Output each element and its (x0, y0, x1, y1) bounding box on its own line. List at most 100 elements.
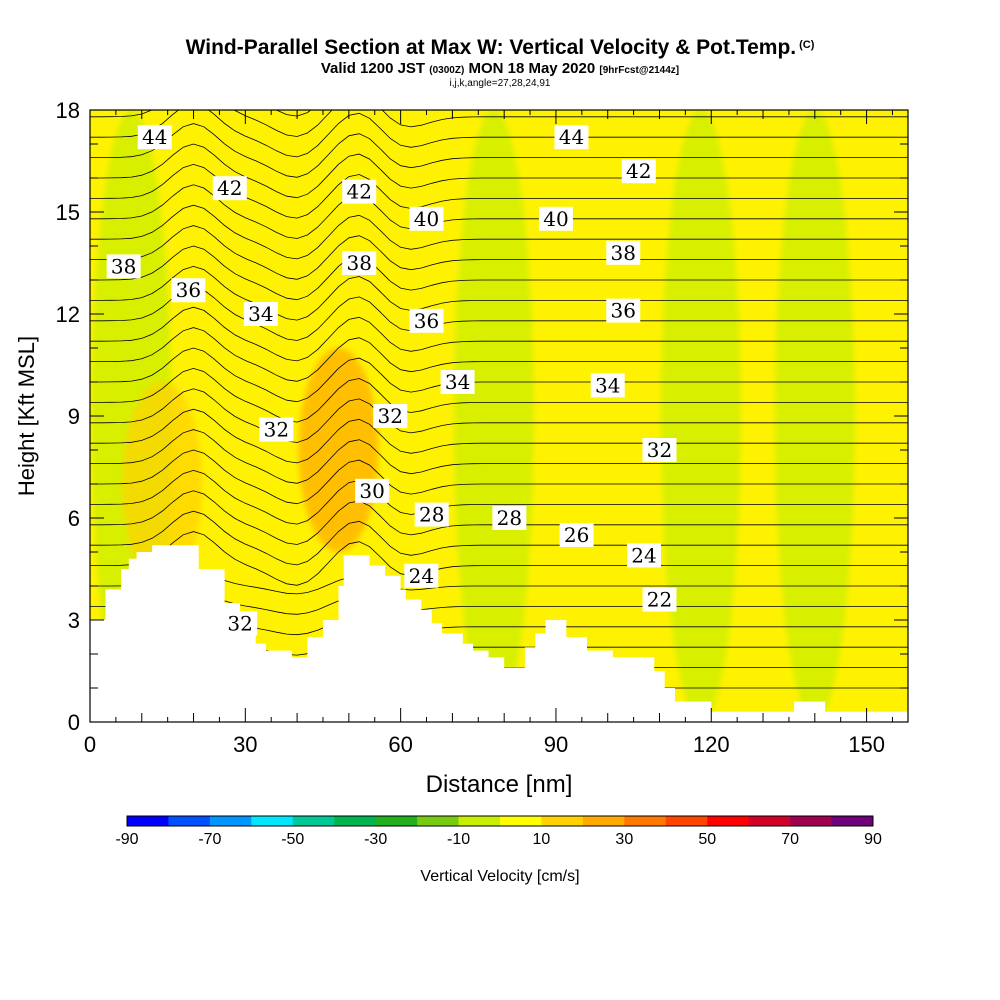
theta-contour-line (90, 408, 908, 464)
chart-subtitle: Valid 1200 JST (0300Z) MON 18 May 2020 [… (0, 60, 1000, 77)
colorbar-swatch (334, 816, 377, 826)
contour-labels: 44 44 42 42 42 40 40 38 38 38 36 36 36 34 34 34 32 32 32 32… (106, 125, 677, 636)
colorbar-border (126, 815, 874, 827)
colorbar-swatch (127, 816, 169, 826)
theta-contour-line (90, 327, 908, 382)
contour-label-box (409, 206, 444, 231)
contour-label-32: 32 (264, 418, 289, 442)
colorbar-tick-label: -30 (364, 831, 387, 848)
y-tick-label: 6 (68, 506, 80, 531)
x-tick-label: 30 (233, 732, 257, 757)
contour-label-34: 34 (595, 373, 620, 397)
contour-label-38: 38 (611, 241, 636, 265)
contour-label-box (642, 438, 677, 462)
contour-label-32: 32 (647, 438, 672, 462)
contour-label-box (606, 298, 641, 323)
contour-label-box (212, 176, 247, 201)
colorbar-swatch (831, 816, 874, 826)
contour-label-38: 38 (111, 254, 136, 278)
theta-contour-line (90, 184, 908, 239)
colorbar-tick-label: -10 (447, 831, 470, 848)
x-tick-label: 60 (388, 732, 412, 757)
x-tick-label: 150 (848, 732, 885, 757)
contour-label-22: 22 (647, 588, 672, 612)
contour-label-40: 40 (414, 207, 439, 231)
contour-label-30: 30 (359, 479, 384, 503)
contour-label-36: 36 (414, 309, 439, 333)
velocity-soft-2 (660, 110, 741, 722)
contour-label-40: 40 (543, 207, 568, 231)
y-tick-label: 0 (68, 710, 80, 735)
contour-label-box (404, 563, 439, 588)
contour-label-42: 42 (217, 176, 242, 200)
theta-contour-line (90, 225, 908, 280)
colorbar-tick-label: 90 (864, 831, 882, 848)
contour-label-box (171, 278, 206, 303)
colorbar-label: Vertical Velocity [cm/s] (420, 868, 579, 885)
colorbar-swatch (375, 816, 418, 826)
y-axis-label: Height [Kft MSL] (14, 336, 39, 496)
contour-label-28: 28 (497, 506, 522, 530)
colorbar: -90 -70 -50 -30 -10 10 30 50 70 90 Vertical Veloci… (115, 815, 882, 885)
x-tick-label: 0 (84, 732, 96, 757)
contour-label-44: 44 (559, 125, 584, 149)
theta-contour-line (90, 388, 908, 443)
colorbar-swatch (790, 816, 833, 826)
contour-label-box (414, 502, 449, 527)
colorbar-tick-label: 50 (698, 831, 716, 848)
contour-label-box (342, 179, 377, 204)
contour-label-box (373, 404, 408, 428)
y-tick-label: 18 (56, 98, 80, 123)
contour-label-36: 36 (611, 299, 636, 323)
colorbar-swatch (500, 816, 542, 826)
theta-contour-line (90, 123, 908, 178)
contour-label-24: 24 (631, 543, 656, 567)
terrain (90, 545, 908, 722)
x-axis-label: Distance [nm] (426, 771, 573, 798)
contour-label-box (355, 478, 390, 503)
contour-label-26: 26 (564, 523, 589, 547)
contour-label-box (559, 523, 594, 547)
theta-contour-line (90, 110, 908, 137)
valid-date: MON 18 May 2020 (468, 60, 596, 77)
colorbar-swatch (168, 816, 211, 826)
y-tick-label: 15 (56, 200, 80, 225)
colorbar-tick-label: 70 (781, 831, 799, 848)
contour-label-38: 38 (346, 251, 371, 275)
colorbar-swatch (665, 816, 708, 826)
theta-contour-line (90, 286, 908, 341)
chart-title-text: Wind-Parallel Section at Max W: Vertical… (185, 36, 797, 59)
theta-contour-line (90, 592, 908, 615)
x-tick-label: 90 (544, 732, 568, 757)
contour-label-box (606, 240, 641, 265)
chart-indices: i,j,k,angle=27,28,24,91 (449, 78, 551, 89)
colorbar-swatch (582, 816, 625, 826)
colorbar-swatch (209, 816, 252, 826)
contour-label-box (492, 506, 527, 530)
theta-contour-line (90, 204, 908, 260)
contour-label-24: 24 (409, 564, 434, 588)
valid-time: Valid 1200 JST (320, 60, 426, 77)
contour-label-box (538, 206, 573, 231)
colorbar-tick-label: -50 (281, 831, 304, 848)
theta-contour-line (275, 110, 312, 117)
contour-label-box (440, 370, 475, 394)
contour-label-32: 32 (227, 611, 252, 635)
velocity-soft-1 (453, 110, 534, 722)
contour-label-box (642, 587, 677, 612)
colorbar-swatch (417, 816, 460, 826)
colorbar-tick-label: -70 (198, 831, 221, 848)
colorbar-tick-label: -90 (115, 831, 138, 848)
y-tick-label: 12 (56, 302, 80, 327)
contour-label-34: 34 (445, 370, 470, 394)
y-tick-label: 3 (68, 608, 80, 633)
contour-label-box (590, 373, 625, 398)
contour-label-36: 36 (176, 278, 201, 302)
contour-label-box (409, 308, 444, 333)
copyright-mark: (C) (799, 39, 815, 51)
velocity-soft-3 (774, 110, 855, 722)
chart-title: Wind-Parallel Section at Max W: Vertical… (0, 36, 1000, 60)
terrain-fill (90, 545, 908, 722)
